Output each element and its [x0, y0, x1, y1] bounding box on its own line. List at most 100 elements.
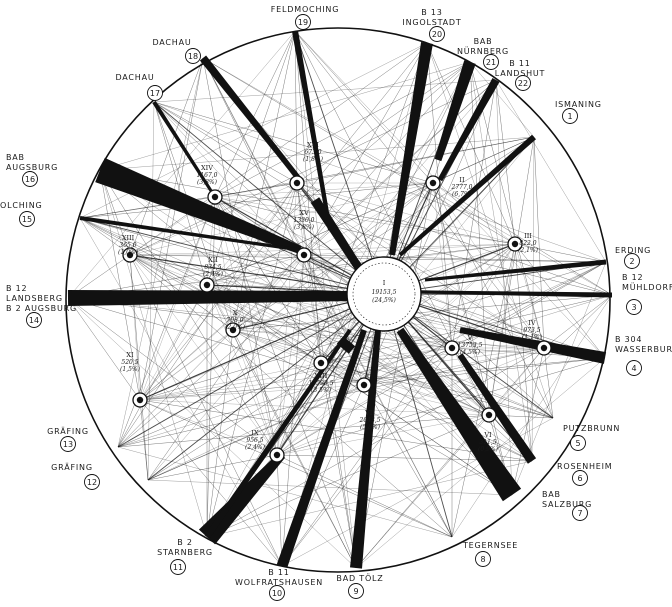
flow-line — [296, 182, 365, 386]
central-zone-node — [346, 256, 422, 332]
flow-line — [514, 243, 606, 359]
zone-node-core — [429, 179, 437, 187]
zone-id: XV — [299, 209, 309, 217]
flow-band — [204, 328, 352, 539]
periphery-number-circle — [429, 26, 445, 42]
central-zone-value: 19153,5 — [372, 289, 397, 296]
flow-line — [232, 329, 545, 349]
zone-node-core — [273, 451, 281, 459]
flow-line — [276, 182, 298, 456]
flow-line — [139, 79, 497, 401]
flow-line — [117, 57, 204, 448]
flow-line — [426, 42, 554, 419]
flow-line — [79, 217, 490, 416]
flow-line — [79, 217, 234, 331]
zone-value: 956,5 — [246, 437, 263, 444]
flow-line — [117, 362, 322, 448]
flow-line — [296, 136, 535, 184]
zone-share: (3,8%) — [294, 224, 315, 231]
periphery-number: 19 — [298, 18, 308, 27]
zone-id: XI — [126, 351, 134, 359]
flow-line — [206, 136, 535, 286]
zone-value: 2777,0 — [451, 184, 473, 191]
zone-value: 13753,5 — [458, 342, 483, 349]
zone-node-core — [360, 381, 368, 389]
flow-line — [139, 284, 208, 401]
flow-line — [129, 243, 516, 256]
flow-line — [276, 182, 434, 456]
flow-line — [117, 293, 385, 448]
flow-line — [99, 169, 141, 401]
periphery-number-circle — [147, 85, 163, 101]
zone-value: 17593,5 — [309, 380, 334, 387]
zone-value: 365,0 — [119, 242, 136, 249]
flow-line — [79, 217, 554, 419]
flow-line — [99, 61, 471, 171]
periphery-label: WASSERBURG — [615, 345, 672, 354]
flow-line — [206, 347, 545, 538]
zone-node-core — [203, 281, 211, 289]
flow-line — [139, 399, 533, 462]
flow-line — [232, 329, 365, 386]
flow-line — [432, 182, 513, 496]
flow-band — [310, 197, 364, 273]
zone-value: 311,5 — [479, 439, 496, 446]
flow-line — [139, 243, 516, 401]
flow-line — [296, 182, 516, 245]
periphery-label: FELDMOCHING — [271, 5, 339, 14]
periphery-number-circle — [269, 585, 285, 601]
periphery-label: MÜHLDORF — [622, 282, 672, 292]
periphery-label: ISMANING — [555, 100, 602, 109]
flow-band — [420, 290, 612, 298]
periphery-number: 4 — [631, 364, 636, 373]
flow-line — [206, 414, 490, 538]
flow-line — [139, 399, 490, 416]
flow-line — [276, 357, 606, 456]
zone-node-core — [540, 344, 548, 352]
periphery-number-circle — [22, 171, 38, 187]
flow-line — [296, 182, 613, 296]
flow-line — [214, 136, 535, 198]
flow-line — [117, 329, 234, 448]
zone-share: (1,5%) — [120, 366, 141, 373]
flow-line — [514, 243, 607, 263]
flow-line — [206, 284, 554, 419]
zone-value: 708,0 — [226, 317, 243, 324]
periphery-label: ROSENHEIM — [557, 462, 613, 471]
flow-line — [67, 297, 357, 569]
periphery-number: 18 — [188, 52, 198, 61]
zone-value: 973,5 — [523, 327, 540, 334]
zone-node-core — [448, 344, 456, 352]
flow-line — [214, 196, 513, 496]
flow-line — [139, 399, 278, 456]
flow-line — [129, 79, 497, 256]
flow-band — [292, 30, 332, 231]
periphery-number-circle — [295, 14, 311, 30]
periphery-number-circle — [626, 360, 642, 376]
flow-line — [147, 79, 497, 481]
periphery-label: LANDSBERG — [6, 294, 63, 303]
zone-node-core — [126, 251, 134, 259]
flow-line — [232, 329, 278, 456]
flow-line — [232, 329, 554, 419]
flow-line — [495, 79, 607, 263]
periphery-number: 6 — [577, 474, 582, 483]
flow-band — [457, 353, 537, 464]
flow-line — [67, 297, 606, 359]
flow-line — [232, 329, 357, 569]
zone-id: XII — [208, 256, 218, 264]
zone-node-core — [136, 396, 144, 404]
flow-line — [147, 454, 278, 481]
periphery-label: ERDING — [615, 246, 651, 255]
flow-line — [153, 101, 298, 184]
periphery-number: 8 — [480, 555, 485, 564]
zone-id: VIII — [314, 372, 328, 380]
periphery-number: 22 — [518, 79, 528, 88]
flow-line — [281, 243, 516, 567]
flow-band — [398, 134, 536, 257]
flow-line — [206, 61, 471, 286]
flow-line — [139, 42, 428, 401]
zone-id: XVI — [307, 141, 319, 149]
flow-line — [129, 57, 204, 256]
